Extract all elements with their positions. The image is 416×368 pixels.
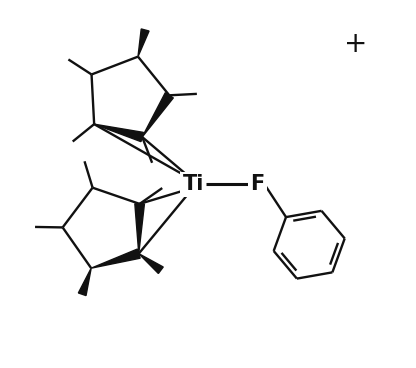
- Polygon shape: [94, 124, 144, 142]
- Text: Ti: Ti: [183, 174, 204, 194]
- Text: F: F: [250, 174, 265, 194]
- Polygon shape: [91, 249, 140, 268]
- Text: +: +: [344, 30, 367, 58]
- Polygon shape: [135, 204, 144, 254]
- Polygon shape: [78, 268, 91, 296]
- Polygon shape: [138, 29, 149, 57]
- Polygon shape: [142, 93, 173, 137]
- Polygon shape: [139, 254, 163, 273]
